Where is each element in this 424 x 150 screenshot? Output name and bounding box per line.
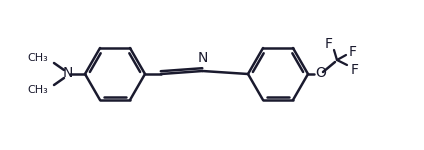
Text: F: F — [351, 63, 359, 77]
Text: F: F — [349, 45, 357, 59]
Text: F: F — [325, 37, 333, 51]
Text: CH₃: CH₃ — [27, 85, 48, 95]
Text: O: O — [315, 66, 326, 80]
Text: N: N — [63, 66, 73, 80]
Text: N: N — [197, 51, 208, 65]
Text: CH₃: CH₃ — [27, 53, 48, 63]
